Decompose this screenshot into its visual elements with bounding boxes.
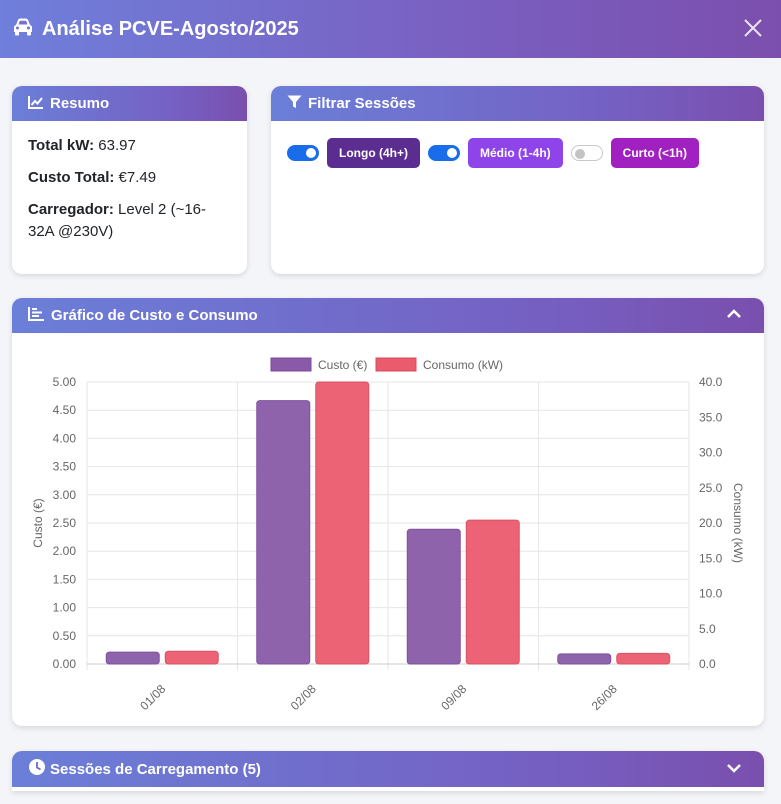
- x-tick-label: 01/08: [137, 682, 168, 713]
- filtro-title: Filtrar Sessões: [308, 95, 416, 112]
- filter-icon: [287, 95, 308, 113]
- y2-tick-label: 30.0: [699, 446, 723, 460]
- y-tick-label: 2.00: [53, 544, 77, 558]
- chevron-down-icon[interactable]: [726, 761, 748, 778]
- y-tick-label: 1.50: [53, 572, 77, 586]
- x-tick-label: 09/08: [438, 682, 469, 713]
- bar-consumo: [616, 652, 671, 665]
- sessoes-header[interactable]: Sessões de Carregamento (5): [12, 751, 764, 787]
- filter-toggle[interactable]: [428, 145, 460, 161]
- bar-consumo: [465, 519, 520, 665]
- bar-consumo: [315, 381, 370, 665]
- carregador: Carregador: Level 2 (~16-32A @230V): [28, 201, 207, 240]
- y-tick-label: 0.50: [53, 629, 77, 643]
- legend-swatch: [270, 357, 312, 372]
- modal-header: Análise PCVE-Agosto/2025: [0, 0, 781, 58]
- legend-swatch: [375, 357, 417, 372]
- y2-tick-label: 35.0: [699, 410, 723, 424]
- bar-chart-icon: [28, 306, 51, 325]
- x-tick-label: 26/08: [589, 682, 620, 713]
- resumo-header: Resumo: [12, 86, 247, 121]
- y-tick-label: 3.50: [53, 460, 77, 474]
- line-chart-icon: [28, 95, 50, 113]
- bar-consumo: [164, 650, 219, 665]
- y2-tick-label: 5.0: [699, 622, 716, 636]
- close-icon[interactable]: [739, 14, 767, 42]
- grafico-card: Gráfico de Custo e Consumo 0.00 0.50 1.00 1…: [12, 298, 764, 726]
- cost-consumption-chart: 0.00 0.50 1.00 1.50 2.00 2.50 3.00 3.50 4.00 4.50…: [31, 357, 745, 713]
- toggle-knob: [574, 149, 585, 159]
- y-tick-label: 1.00: [53, 601, 77, 615]
- filter-toggle[interactable]: [287, 145, 319, 161]
- filter-pill[interactable]: Médio (1-4h): [468, 138, 563, 168]
- filtro-header: Filtrar Sessões: [271, 86, 764, 121]
- filter-toggle[interactable]: [570, 145, 603, 161]
- y-tick-label: 4.00: [53, 431, 77, 445]
- toggle-knob: [447, 148, 457, 158]
- x-tick-label: 02/08: [288, 682, 319, 713]
- y-tick-label: 0.00: [53, 657, 77, 671]
- y-tick-label: 2.50: [53, 516, 77, 530]
- filter-pill[interactable]: Curto (<1h): [610, 138, 700, 168]
- resumo-title: Resumo: [50, 95, 110, 112]
- legend-label: Custo (€): [318, 358, 367, 372]
- grafico-title: Gráfico de Custo e Consumo: [51, 307, 258, 324]
- y2-tick-label: 0.0: [699, 657, 716, 671]
- y2-tick-label: 40.0: [699, 375, 723, 389]
- clock-icon: [28, 758, 50, 780]
- bar-custo: [105, 651, 160, 665]
- bar-custo: [406, 528, 461, 665]
- filtro-card: Filtrar Sessões Longo (4h+) Médio (1-4h) C…: [271, 86, 764, 274]
- y2-tick-label: 20.0: [699, 516, 723, 530]
- toggle-knob: [306, 148, 316, 158]
- y-tick-label: 3.00: [53, 488, 77, 502]
- bar-custo: [557, 653, 612, 665]
- y2-tick-label: 10.0: [699, 587, 723, 601]
- total-kw: Total kW: 63.97: [28, 137, 136, 154]
- sessoes-card: Sessões de Carregamento (5): [12, 751, 764, 791]
- chevron-up-icon[interactable]: [726, 307, 748, 324]
- y-tick-label: 5.00: [53, 375, 77, 389]
- grafico-header[interactable]: Gráfico de Custo e Consumo: [12, 298, 764, 333]
- y2-tick-label: 25.0: [699, 481, 723, 495]
- car-icon: [12, 17, 34, 42]
- resumo-card: Resumo Total kW: 63.97 Custo Total: €7.4…: [12, 86, 247, 274]
- filter-pill[interactable]: Longo (4h+): [327, 138, 420, 168]
- y2-tick-label: 15.0: [699, 551, 723, 565]
- custo-total: Custo Total: €7.49: [28, 169, 157, 186]
- legend-label: Consumo (kW): [423, 358, 503, 372]
- y-tick-label: 4.50: [53, 403, 77, 417]
- sessoes-title: Sessões de Carregamento (5): [50, 760, 261, 778]
- y2-axis-title: Consumo (kW): [731, 483, 745, 563]
- y-axis-title: Custo (€): [31, 498, 45, 547]
- bar-custo: [256, 400, 311, 665]
- modal-title: Análise PCVE-Agosto/2025: [42, 17, 299, 40]
